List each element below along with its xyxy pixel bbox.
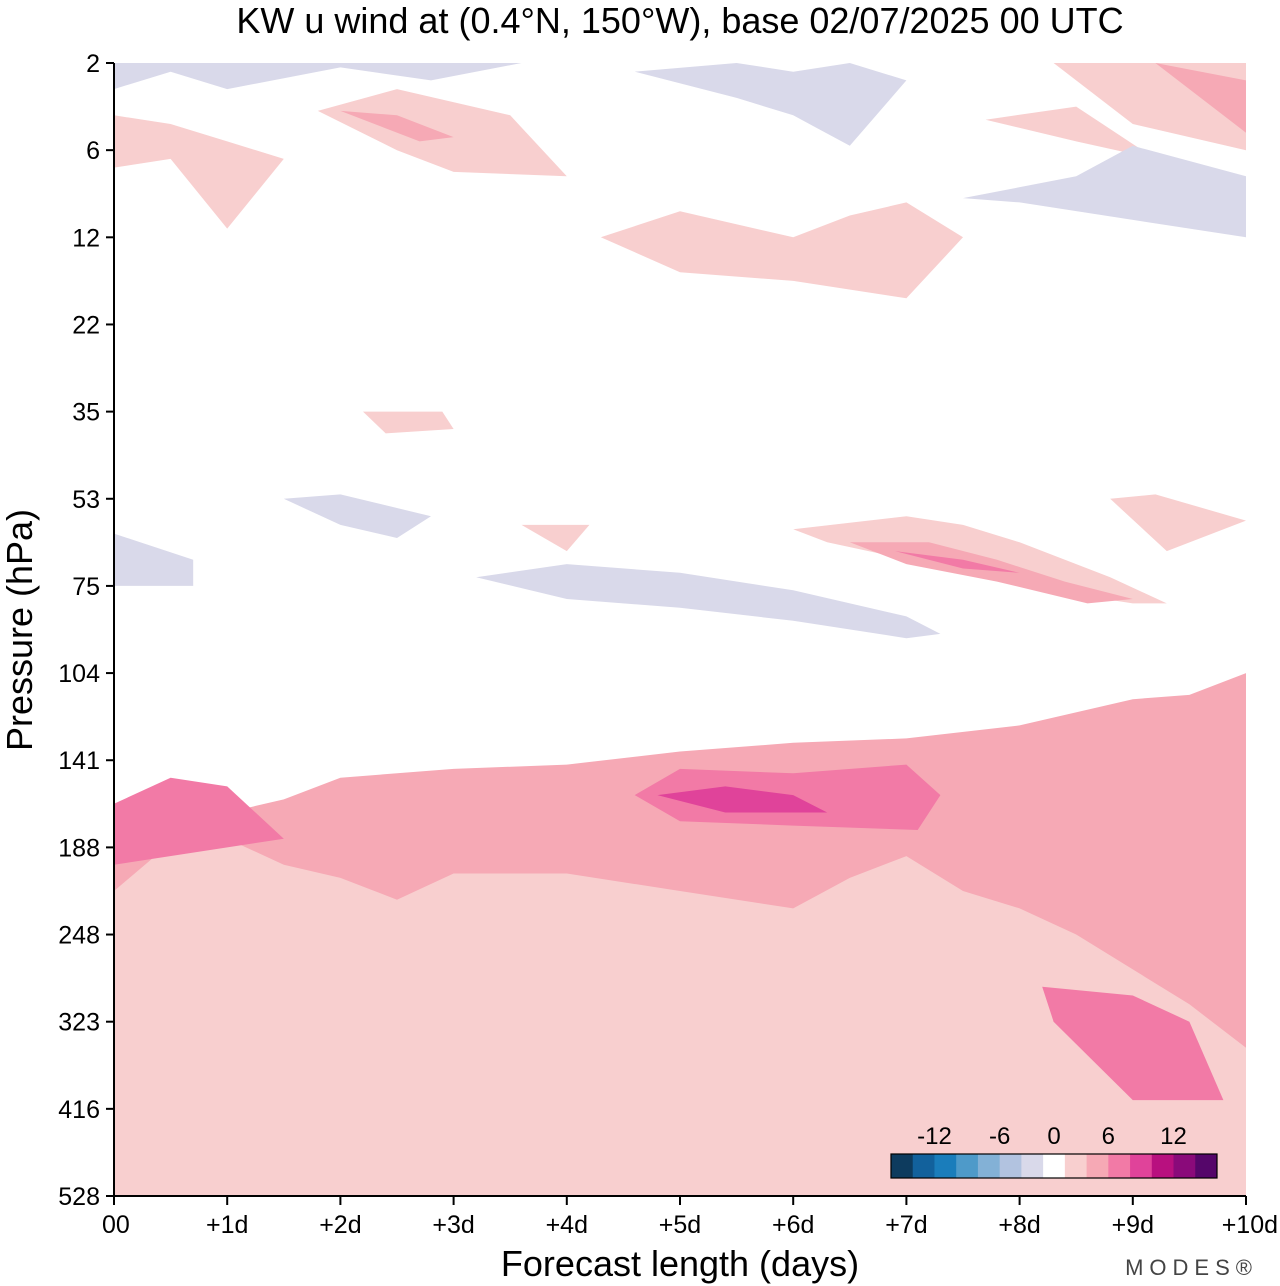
y-axis-title: Pressure (hPa) (0, 509, 40, 751)
x-tick-label: +1d (206, 1211, 248, 1239)
modes-logo: MODES® (1125, 1255, 1258, 1280)
contour-region-13 (1155, 63, 1246, 133)
contour-region-12 (340, 110, 454, 142)
colorbar-label: -12 (917, 1123, 952, 1150)
colorbar: -12 -6 0 6 12 (890, 1123, 1218, 1179)
colorbar-label: 6 (1102, 1123, 1115, 1150)
y-tick-label: 75 (72, 573, 100, 601)
x-tick-label: +6d (772, 1211, 814, 1239)
contour-region-16 (1042, 986, 1224, 1101)
chart-title: KW u wind at (0.4°N, 150°W), base 02/07/… (236, 0, 1123, 41)
x-tick-label: +9d (1112, 1211, 1154, 1239)
contour-region-17 (895, 551, 1020, 573)
x-tick-label: +4d (546, 1211, 588, 1239)
contour-region-10 (114, 673, 1246, 1048)
colorbar-swatch (1043, 1154, 1066, 1178)
x-tick-label: +3d (432, 1211, 474, 1239)
colorbar-swatch (1173, 1154, 1196, 1178)
contour-region-14 (114, 777, 284, 865)
x-tick-label: +10d (1222, 1211, 1278, 1239)
contour-region-7 (363, 411, 454, 434)
contour-region-4 (600, 202, 963, 299)
x-tick-label: +5d (659, 1211, 701, 1239)
y-tick-label: 35 (72, 399, 100, 427)
contour-region-9 (1110, 494, 1246, 552)
y-tick-label: 6 (86, 137, 100, 165)
y-tick-label: 22 (72, 311, 100, 339)
contour-region-18 (657, 786, 828, 813)
colorbar-swatch (1086, 1154, 1109, 1178)
colorbar-label: -6 (989, 1123, 1010, 1150)
contour-region-21 (114, 533, 194, 586)
colorbar-swatch (891, 1154, 914, 1178)
contour-region-20 (283, 494, 431, 538)
contour-region-3 (114, 115, 284, 229)
x-tick-label: 00 (102, 1211, 130, 1239)
y-tick-label: 416 (58, 1096, 100, 1124)
colorbar-swatch (1195, 1154, 1218, 1178)
colorbar-swatch (1064, 1154, 1088, 1178)
colorbar-swatch (1130, 1154, 1153, 1178)
y-tick-label: 323 (58, 1009, 100, 1037)
y-tick-label: 188 (58, 834, 100, 862)
colorbar-label: 12 (1160, 1123, 1187, 1150)
colorbar-swatch (1108, 1154, 1131, 1178)
contour-region-23 (634, 63, 907, 146)
colorbar-swatch (999, 1154, 1022, 1178)
colorbar-swatch (1151, 1154, 1175, 1178)
contour-region-24 (963, 145, 1246, 238)
y-tick-label: 528 (58, 1183, 100, 1211)
y-tick-label: 104 (58, 660, 100, 688)
x-tick-label: +7d (885, 1211, 927, 1239)
colorbar-swatch (1021, 1154, 1044, 1178)
contour-region-19 (476, 564, 941, 639)
x-tick-label: +8d (998, 1211, 1040, 1239)
x-axis-title: Forecast length (days) (501, 1243, 859, 1284)
colorbar-swatch (934, 1154, 957, 1178)
contour-region-8 (521, 524, 590, 552)
wind-field (114, 63, 1246, 1196)
y-tick-label: 248 (58, 922, 100, 950)
y-tick-label: 141 (58, 747, 100, 775)
colorbar-frame (890, 1153, 1218, 1179)
colorbar-label: 0 (1047, 1123, 1060, 1150)
contour-region-22 (114, 63, 522, 90)
y-tick-label: 2 (86, 50, 100, 78)
colorbar-swatch (956, 1154, 979, 1178)
y-tick-label: 53 (72, 486, 100, 514)
x-tick-label: +2d (319, 1211, 361, 1239)
colorbar-swatch (912, 1154, 935, 1178)
contour-region-5 (985, 106, 1156, 159)
colorbar-swatch (977, 1154, 1001, 1178)
y-tick-label: 12 (72, 224, 100, 252)
contour-region-2 (317, 89, 567, 177)
